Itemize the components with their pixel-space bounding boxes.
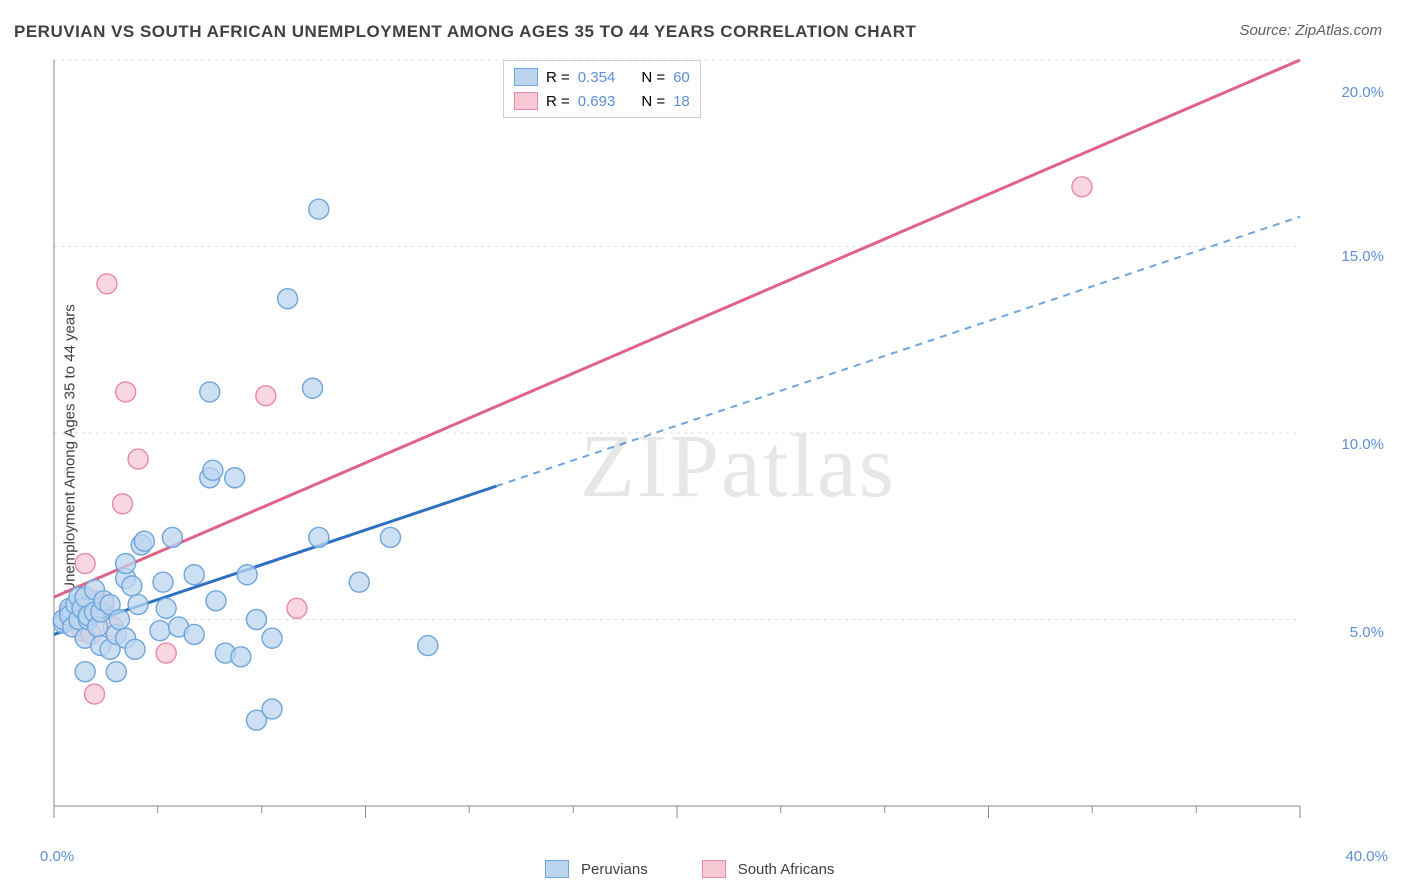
source-attribution: Source: ZipAtlas.com — [1239, 22, 1382, 39]
stats-legend: R = 0.354 N = 60 R = 0.693 N = 18 — [503, 60, 701, 118]
series-legend: Peruvians South Africans — [545, 860, 834, 878]
swatch-blue — [514, 68, 538, 86]
swatch-south-africans — [702, 860, 726, 878]
x-tick-label-40: 40.0% — [1345, 848, 1388, 865]
y-tick-label-20: 20.0% — [1341, 84, 1384, 101]
x-tick-label-0: 0.0% — [40, 848, 74, 865]
n-label: N = — [641, 93, 665, 110]
r-label: R = — [546, 93, 570, 110]
legend-label-south-africans: South Africans — [738, 861, 835, 878]
scatter-plot — [50, 54, 1370, 848]
stats-legend-row-south-africans: R = 0.693 N = 18 — [514, 89, 690, 113]
r-value-south-africans: 0.693 — [578, 93, 616, 110]
r-value-peruvians: 0.354 — [578, 69, 616, 86]
y-tick-label-15: 15.0% — [1341, 248, 1384, 265]
r-label: R = — [546, 69, 570, 86]
stats-legend-row-peruvians: R = 0.354 N = 60 — [514, 65, 690, 89]
n-label: N = — [641, 69, 665, 86]
y-tick-label-10: 10.0% — [1341, 436, 1384, 453]
y-tick-label-5: 5.0% — [1350, 624, 1384, 641]
swatch-peruvians — [545, 860, 569, 878]
swatch-pink — [514, 92, 538, 110]
n-value-south-africans: 18 — [673, 93, 690, 110]
chart-title: PERUVIAN VS SOUTH AFRICAN UNEMPLOYMENT A… — [14, 22, 916, 42]
n-value-peruvians: 60 — [673, 69, 690, 86]
legend-label-peruvians: Peruvians — [581, 861, 648, 878]
